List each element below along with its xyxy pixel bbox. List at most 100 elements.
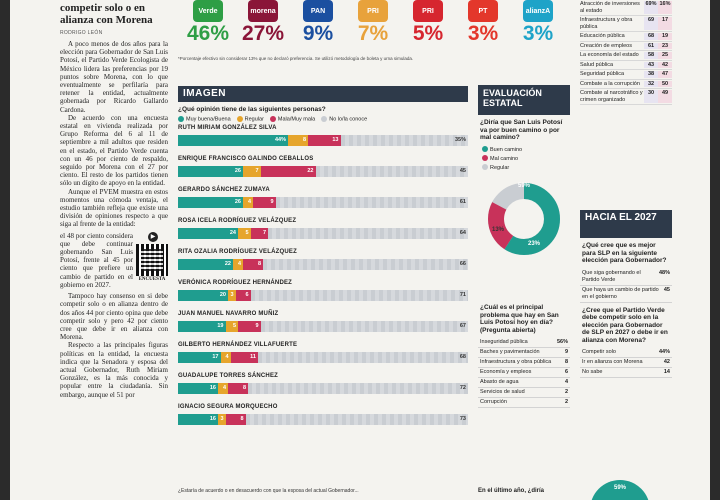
bar-bad: 22 xyxy=(260,165,316,177)
row-value-approve: 69% xyxy=(644,1,658,14)
bar-good: 19 xyxy=(178,320,226,332)
person-name: GILBERTO HERNÁNDEZ VILLAFUERTE xyxy=(178,342,298,349)
row-value-disapprove: 49 xyxy=(658,90,672,103)
person-name: RUTH MIRIAM GONZÁLEZ SILVA xyxy=(178,125,277,132)
bar-good: 17 xyxy=(178,351,221,363)
row-value-approve: 32 xyxy=(644,80,658,87)
row-label: Salud pública xyxy=(580,61,614,68)
opinion-bar: 24 5 7 64 xyxy=(178,227,468,239)
bar-bad: 6 xyxy=(235,289,251,301)
row-value: 45 xyxy=(663,286,670,293)
table-row: Economía y empleos 6 xyxy=(478,368,570,378)
row-label: La economía del estado xyxy=(580,52,639,58)
hacia-question-2: ¿Cree que el Partido Verde debe competir… xyxy=(582,306,668,344)
bar-unknown: 67 xyxy=(260,320,468,332)
evaluacion-question: ¿Diría que San Luis Potosí va por buen c… xyxy=(480,119,563,141)
donut-mal-label: 23% xyxy=(528,240,541,247)
row-value-approve: 61 xyxy=(644,42,658,49)
paragraph: Tampoco hay consenso en si debe competir… xyxy=(60,292,168,342)
row-label: Seguridad pública xyxy=(580,71,625,77)
table-row: Infraestructura y obra pública 69 17 xyxy=(580,16,672,32)
bar-unknown: 73 xyxy=(245,413,468,425)
party-percentage: 3% xyxy=(522,22,554,45)
evaluacion-section: EVALUACIÓN ESTATAL ¿Diría que San Luis P… xyxy=(478,85,570,285)
bottom-question-2: En el último año, ¿diría xyxy=(478,488,545,494)
row-value: 9 xyxy=(564,349,568,355)
row-label: Inseguridad pública xyxy=(480,339,528,345)
row-value: 56% xyxy=(556,339,568,345)
bar-bad: 7 xyxy=(250,227,268,239)
row-value: 4 xyxy=(564,379,568,385)
row-value-approve: 30 xyxy=(644,90,658,103)
imagen-question: ¿Qué opinión tiene de las siguientes per… xyxy=(178,106,326,113)
opinion-bar: 19 5 9 67 xyxy=(178,320,468,332)
party-logo-icon: PRI xyxy=(413,0,443,22)
bottom-pie: 59% xyxy=(590,480,650,500)
row-value-disapprove: 19 xyxy=(658,33,672,40)
bar-good: 22 xyxy=(178,258,233,270)
opinion-bar: 16 4 8 72 xyxy=(178,382,468,394)
row-label: Creación de empleos xyxy=(580,42,632,49)
row-value: 44% xyxy=(658,349,670,355)
table-row: No sabe 14 xyxy=(580,368,672,378)
opinion-bar: 26 7 22 45 xyxy=(178,165,468,177)
qr-block: el 48 por ciento considera que debe cont… xyxy=(60,231,168,289)
row-value-approve: 68 xyxy=(644,33,658,40)
legend-item: Buen camino xyxy=(482,146,570,155)
party-percentage: 5% xyxy=(412,22,444,45)
legend-label: No lo/la conoce xyxy=(329,116,368,123)
row-label: Que haya un cambio de partido en el gobi… xyxy=(582,286,659,300)
person-row: GERARDO SÁNCHEZ ZUMAYA 26 4 9 61 xyxy=(178,187,468,218)
row-label: Abasto de agua xyxy=(480,379,519,385)
bar-regular: 5 xyxy=(238,227,251,239)
imagen-legend: Muy buena/Buena Regular Mala/Muy mala No lo… xyxy=(178,116,468,122)
row-value-disapprove: 16% xyxy=(658,1,672,14)
legend-dot xyxy=(482,155,488,162)
table-row: Educación pública 68 19 xyxy=(580,32,672,42)
row-value-disapprove: 17 xyxy=(658,17,672,30)
row-value: 42 xyxy=(663,359,670,365)
hacia-q1-table: Que siga gobernando el Partido Verde 48% Q… xyxy=(580,269,672,303)
person-row: GILBERTO HERNÁNDEZ VILLAFUERTE 17 4 11 68 xyxy=(178,342,468,373)
table-row: Combate al narcotráfico y crimen organiz… xyxy=(580,89,672,105)
person-row: ROSA ICELA RODRÍGUEZ VELÁZQUEZ 24 5 7 64 xyxy=(178,218,468,249)
party-percentage: 27% xyxy=(241,22,285,45)
opinion-bar: 22 4 8 66 xyxy=(178,258,468,270)
bar-unknown: 45 xyxy=(315,165,468,177)
bar-bad: 8 xyxy=(243,258,263,270)
bar-unknown: 61 xyxy=(275,196,468,208)
qr-label: ENCUESTA xyxy=(138,276,166,282)
party-logo-icon: PRI xyxy=(358,0,388,22)
bar-good: 16 xyxy=(178,382,218,394)
imagen-section: IMAGEN ¿Qué opinión tiene de las siguien… xyxy=(178,86,468,500)
row-value-approve: 38 xyxy=(644,71,658,78)
paragraph: De acuerdo con una encuesta estatal en v… xyxy=(60,113,168,188)
row-label: Corrupción xyxy=(480,399,507,405)
opinion-bar: 26 4 9 61 xyxy=(178,196,468,208)
party-4: PRI 5% xyxy=(398,0,458,46)
row-label: Baches y pavimentación xyxy=(480,349,540,355)
bar-unknown: 72 xyxy=(248,382,468,394)
person-row: RUTH MIRIAM GONZÁLEZ SILVA 44% 8 13 35% xyxy=(178,125,468,156)
bar-unknown: 71 xyxy=(250,289,468,301)
bar-regular: 4 xyxy=(220,351,231,363)
footnote: *Porcentaje efectivo sin considerar 13% … xyxy=(178,56,414,61)
article-column: competir solo o en alianza con Morena RO… xyxy=(60,0,168,500)
bar-regular: 8 xyxy=(288,134,308,146)
row-value-approve: 58 xyxy=(644,52,658,59)
bar-regular: 4 xyxy=(233,258,243,270)
party-1: morena 27% xyxy=(233,0,293,46)
row-label: No sabe xyxy=(582,369,603,375)
legend-dot xyxy=(482,164,488,171)
opinion-bar: 20 3 6 71 xyxy=(178,289,468,301)
row-value-disapprove: 50 xyxy=(658,80,672,87)
bar-bad: 13 xyxy=(308,134,341,146)
person-row: VERÓNICA RODRÍGUEZ HERNÁNDEZ 20 3 6 71 xyxy=(178,280,468,311)
table-row: Atracción de inversiones al estado 69% 16% xyxy=(580,0,672,16)
table-row: Salud pública 43 42 xyxy=(580,61,672,70)
person-name: VERÓNICA RODRÍGUEZ HERNÁNDEZ xyxy=(178,280,293,287)
legend-item: Regular xyxy=(236,116,264,122)
qr-code-icon[interactable] xyxy=(136,243,168,276)
legend-dot xyxy=(321,116,328,122)
bar-regular: 4 xyxy=(243,196,253,208)
